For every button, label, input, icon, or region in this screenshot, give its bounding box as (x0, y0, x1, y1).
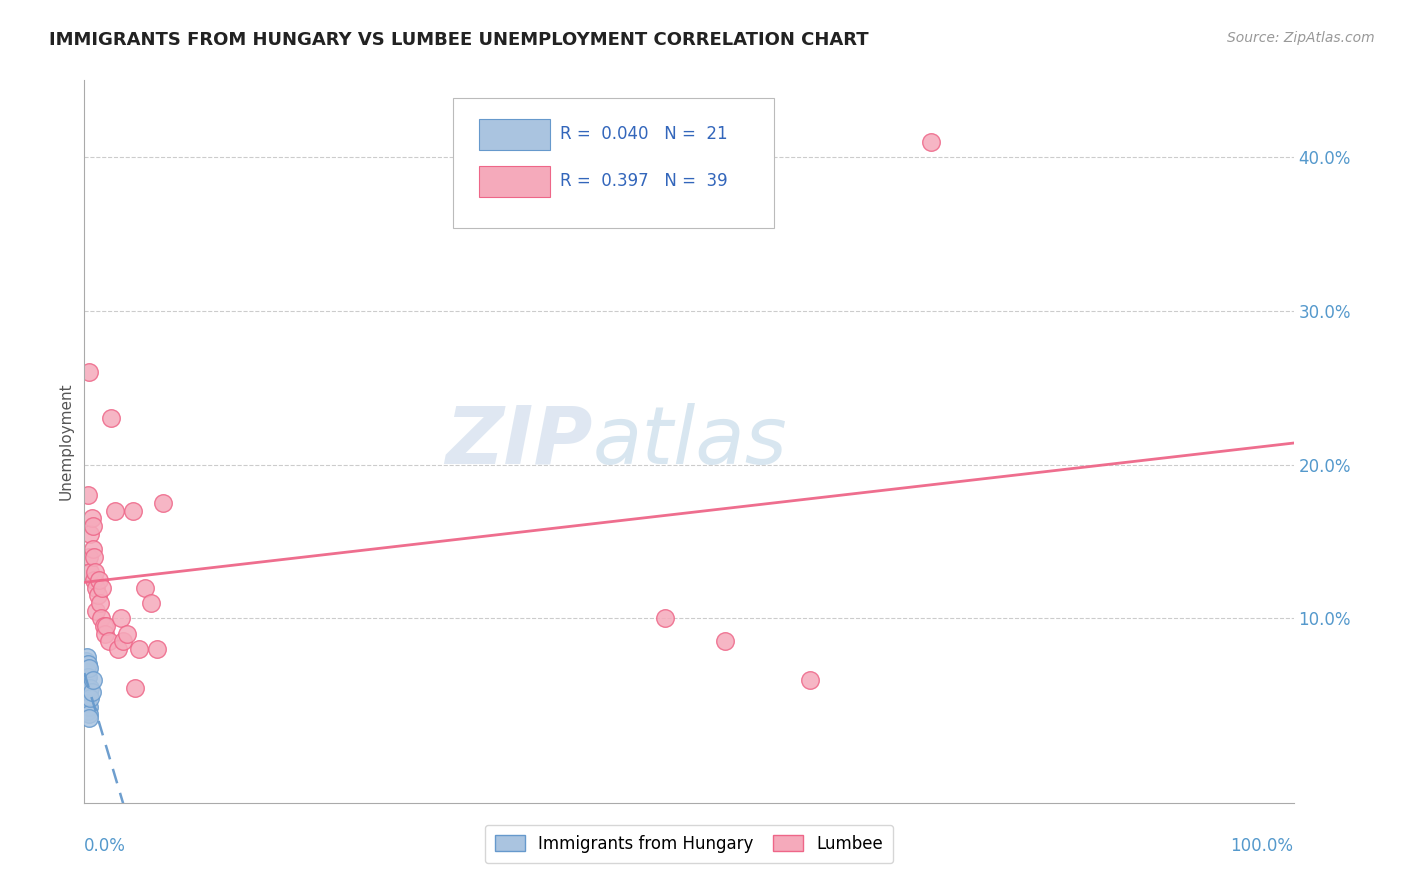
Point (75, 654, 97, 668)
Point (77, 685, 100, 699)
Point (76, 665, 98, 680)
Point (77, 670, 100, 684)
Point (87, 573, 110, 587)
Text: R =  0.397   N =  39: R = 0.397 N = 39 (560, 172, 727, 190)
Point (75, 660, 97, 674)
Point (82, 673, 104, 687)
Point (76, 673, 98, 687)
Point (94, 626, 117, 640)
Point (77, 681, 100, 695)
Point (139, 596, 162, 610)
Point (82, 519, 104, 533)
Point (80, 685, 103, 699)
Point (93, 619, 115, 633)
Point (86, 588, 108, 602)
Point (714, 634, 737, 648)
Text: 100.0%: 100.0% (1230, 837, 1294, 855)
FancyBboxPatch shape (453, 98, 773, 228)
Point (110, 611, 132, 625)
Point (121, 504, 143, 518)
Point (79, 565, 101, 579)
Point (128, 642, 150, 657)
Text: Source: ZipAtlas.com: Source: ZipAtlas.com (1227, 31, 1375, 45)
Point (91, 581, 114, 595)
Point (75, 676, 97, 690)
Point (84, 565, 107, 579)
Point (124, 681, 146, 695)
Point (77, 657, 100, 672)
FancyBboxPatch shape (478, 119, 550, 151)
Point (83, 573, 105, 587)
Text: R =  0.040   N =  21: R = 0.040 N = 21 (560, 126, 727, 144)
Point (115, 626, 138, 640)
Point (77, 660, 100, 674)
Point (82, 542, 104, 557)
Point (146, 642, 169, 657)
Point (77, 365, 100, 379)
Point (100, 411, 122, 425)
Point (80, 511, 103, 525)
Point (77, 488, 100, 502)
Text: ZIP: ZIP (444, 402, 592, 481)
Point (920, 135, 942, 149)
Point (77, 688, 100, 702)
Point (86, 604, 108, 618)
Point (77, 711, 100, 725)
Point (89, 596, 111, 610)
Point (107, 642, 129, 657)
Point (77, 706, 100, 721)
Point (799, 673, 821, 687)
Point (83, 549, 105, 564)
Point (90, 611, 112, 625)
FancyBboxPatch shape (478, 166, 550, 197)
Text: 0.0%: 0.0% (84, 837, 127, 855)
Point (76, 649, 98, 664)
Point (77, 549, 100, 564)
Point (654, 611, 676, 625)
Point (77, 704, 100, 718)
Text: IMMIGRANTS FROM HUNGARY VS LUMBEE UNEMPLOYMENT CORRELATION CHART: IMMIGRANTS FROM HUNGARY VS LUMBEE UNEMPL… (49, 31, 869, 49)
Point (94, 619, 117, 633)
Text: atlas: atlas (592, 402, 787, 481)
Point (77, 700, 100, 714)
Point (112, 634, 135, 648)
Point (152, 496, 174, 510)
Point (79, 681, 101, 695)
Point (76, 696, 98, 710)
Y-axis label: Unemployment: Unemployment (58, 383, 73, 500)
Point (79, 691, 101, 706)
Point (104, 504, 127, 518)
Legend: Immigrants from Hungary, Lumbee: Immigrants from Hungary, Lumbee (485, 825, 893, 863)
Point (86, 581, 108, 595)
Point (134, 581, 156, 595)
Point (79, 526, 101, 541)
Point (97, 634, 120, 648)
